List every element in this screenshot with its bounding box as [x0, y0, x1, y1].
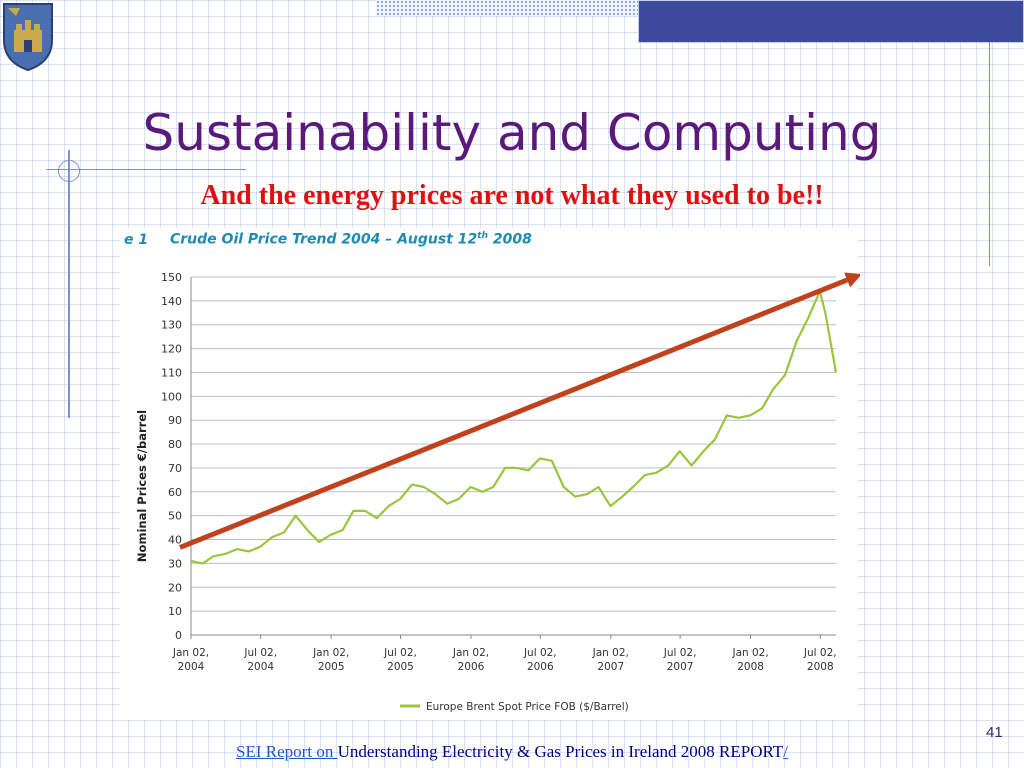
y-tick-label: 40 — [168, 534, 182, 547]
footer-link-tail[interactable]: / — [783, 742, 788, 761]
decorative-vertical-line — [68, 150, 70, 418]
x-tick-label: Jul 02, 2004 — [243, 647, 277, 673]
y-tick-label: 90 — [168, 414, 182, 427]
figure-number: e 1 — [124, 231, 149, 248]
trend-arrow-line — [179, 277, 849, 550]
y-tick-label: 80 — [168, 438, 182, 451]
figure-title-superscript: th — [477, 231, 488, 241]
figure-title-end: 2008 — [488, 231, 532, 248]
y-tick-label: 130 — [161, 319, 182, 332]
x-tick-label-line: 2004 — [178, 661, 205, 673]
x-tick-label-line: 2008 — [737, 661, 764, 673]
x-tick-label: Jul 02, 2006 — [523, 647, 557, 673]
y-tick-label: 30 — [168, 557, 182, 570]
x-tick-label: Jan 02, 2006 — [452, 647, 489, 673]
x-tick-label: Jan 02, 2005 — [312, 647, 349, 673]
x-tick-label-line: 2006 — [527, 661, 554, 673]
x-tick-label: Jan 02, 2004 — [172, 647, 209, 673]
x-tick-label-line: Jan 02, — [452, 647, 489, 659]
y-tick-label: 120 — [161, 343, 182, 356]
x-tick-label-line: 2004 — [247, 661, 274, 673]
x-tick-label-line: Jan 02, — [172, 647, 209, 659]
x-tick-label-line: Jul 02, — [383, 647, 417, 659]
series-line — [190, 290, 838, 565]
x-tick-label-line: 2007 — [597, 661, 624, 673]
x-tick-label-line: Jul 02, — [243, 647, 277, 659]
trend-arrow-head — [844, 272, 860, 288]
x-tick-label-line: 2005 — [318, 661, 345, 673]
x-tick-label-line: Jul 02, — [523, 647, 557, 659]
header-box — [638, 0, 1024, 43]
y-tick-label: 20 — [168, 581, 182, 594]
x-tick-label-line: 2006 — [458, 661, 485, 673]
x-tick-label-line: Jul 02, — [663, 647, 697, 659]
plot-area — [191, 277, 836, 635]
x-tick-label-line: 2007 — [667, 661, 694, 673]
oil-price-chart: 0 10 20 30 40 50 60 70 80 90 100 110 120 130 140 150 Ja… — [135, 271, 860, 713]
y-axis-label: Nominal Prices €/barrel — [135, 410, 149, 562]
x-tick-label: Jul 02, 2007 — [663, 647, 697, 673]
x-tick-label: Jul 02, 2008 — [803, 647, 837, 673]
decorative-horizontal-line — [46, 169, 246, 170]
figure-caption: e 1 Crude Oil Price Trend 2004 – August 1… — [124, 231, 532, 248]
y-tick-label: 150 — [161, 271, 182, 284]
chart-legend: Europe Brent Spot Price FOB ($/Barrel) — [400, 701, 629, 713]
y-tick-label: 0 — [175, 629, 182, 642]
x-tick-label-line: Jan 02, — [592, 647, 629, 659]
x-tick-label: Jan 02, 2008 — [731, 647, 768, 673]
y-tick-label: 50 — [168, 510, 182, 523]
crest-logo — [3, 3, 53, 72]
sei-report-link[interactable]: SEI Report on — [236, 742, 338, 761]
y-tick-label: 10 — [168, 605, 182, 618]
footer-text: Understanding Electricity & Gas Prices i… — [337, 742, 784, 761]
y-tick-label: 70 — [168, 462, 182, 475]
decorative-circle — [58, 160, 80, 182]
x-tick-label-line: Jan 02, — [731, 647, 768, 659]
x-tick-label: Jul 02, 2005 — [383, 647, 417, 673]
decorative-right-line — [989, 42, 990, 266]
x-tick-label-line: Jul 02, — [803, 647, 837, 659]
header-dot-pattern — [376, 0, 638, 16]
x-tick-label-line: 2005 — [387, 661, 414, 673]
y-tick-label: 140 — [161, 295, 182, 308]
x-tick-label-line: Jan 02, — [312, 647, 349, 659]
legend-label: Europe Brent Spot Price FOB ($/Barrel) — [426, 701, 629, 713]
x-tick-label: Jan 02, 2007 — [592, 647, 629, 673]
footer-source: SEI Report on Understanding Electricity … — [0, 742, 1024, 762]
y-tick-label: 100 — [161, 390, 182, 403]
y-tick-label: 60 — [168, 486, 182, 499]
slide-subtitle: And the energy prices are not what they … — [200, 180, 824, 211]
slide-title: Sustainability and Computing — [142, 104, 882, 162]
figure-title: Crude Oil Price Trend 2004 – August 12 — [170, 231, 478, 248]
page-number: 41 — [986, 724, 1003, 741]
x-tick-label-line: 2008 — [807, 661, 834, 673]
y-tick-label: 110 — [161, 366, 182, 379]
